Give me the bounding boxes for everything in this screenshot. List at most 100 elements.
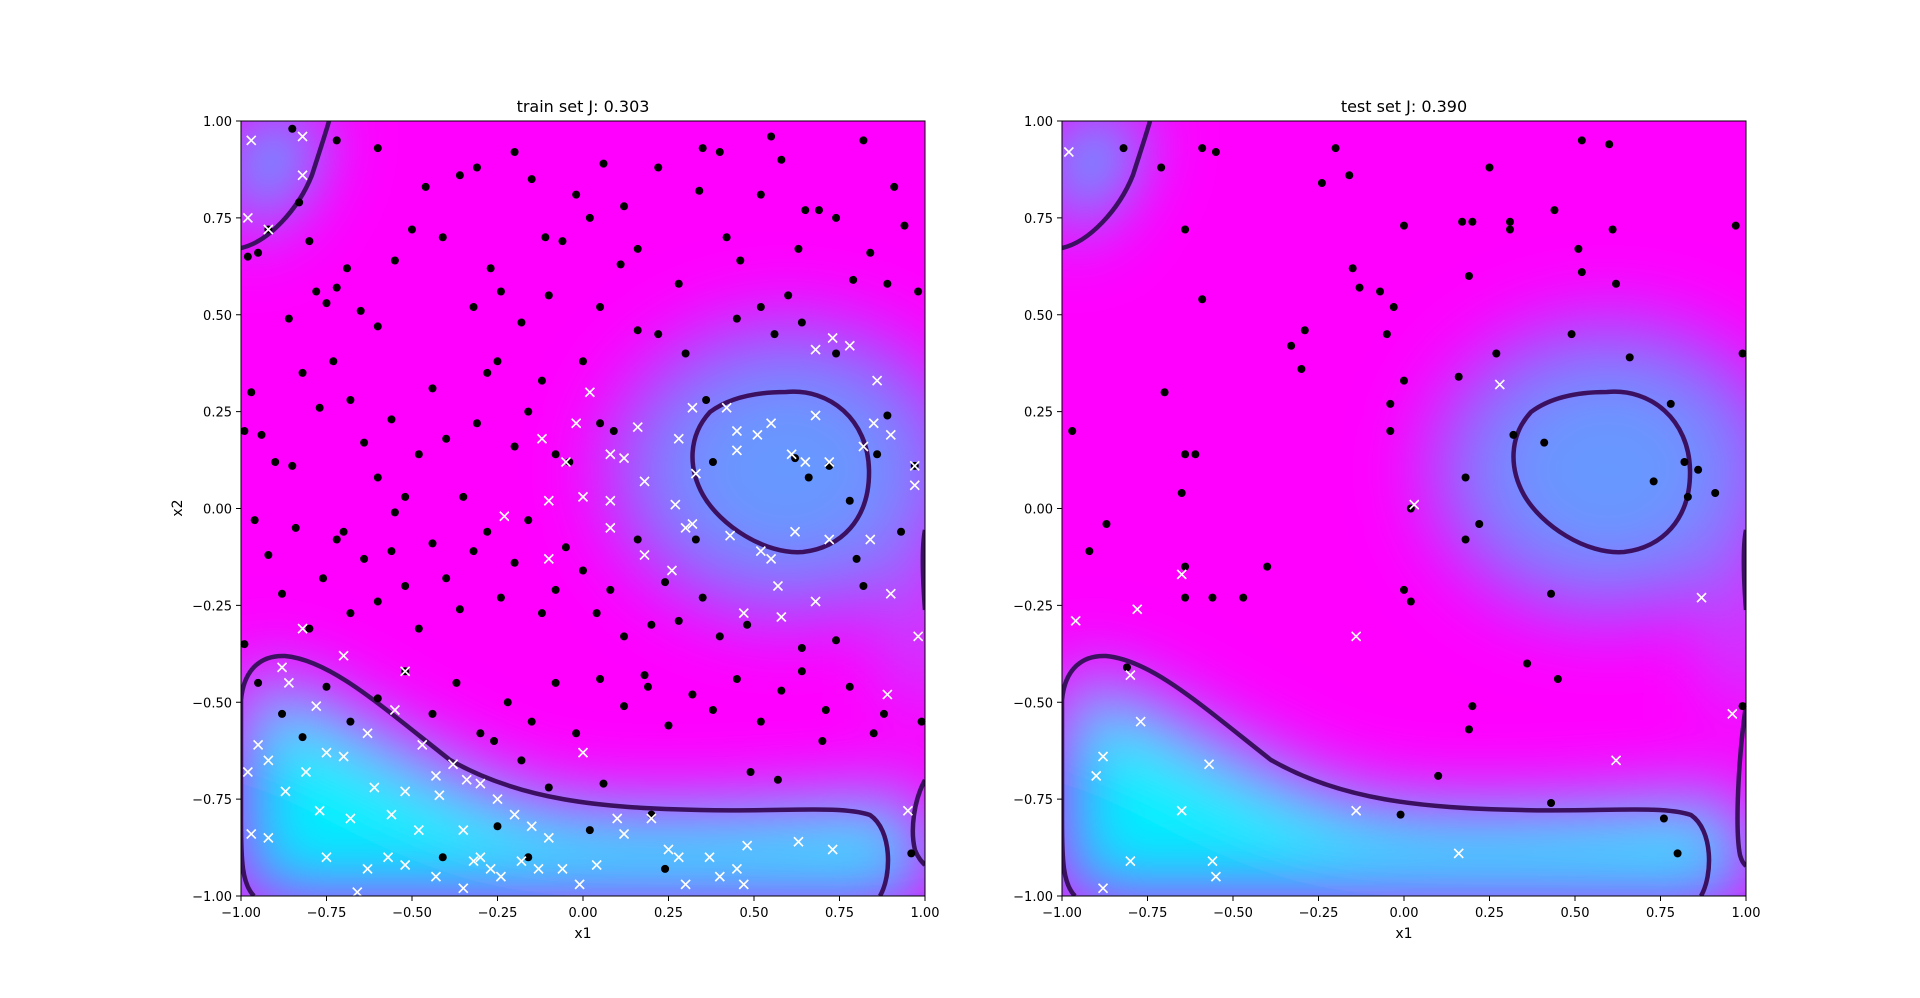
data-point-dot xyxy=(298,733,307,742)
data-point-dot xyxy=(291,523,300,532)
data-point-dot xyxy=(585,826,594,835)
data-point-x xyxy=(413,825,424,836)
data-point-x xyxy=(909,460,920,471)
data-point-x xyxy=(605,495,616,506)
chart-title: train set J: 0.303 xyxy=(517,97,650,116)
data-point-dot xyxy=(322,682,331,691)
data-point-x xyxy=(776,611,787,623)
data-point-x xyxy=(605,522,616,533)
chart-title: test set J: 0.390 xyxy=(1341,97,1467,116)
data-point-dot xyxy=(1738,702,1747,711)
data-point-dot xyxy=(288,461,297,470)
data-point-x xyxy=(766,553,777,564)
data-point-x xyxy=(533,863,544,874)
y-tick-label: 0.00 xyxy=(1024,503,1053,518)
data-point-dot xyxy=(801,206,810,215)
data-point-x xyxy=(731,445,742,456)
data-point-dot xyxy=(698,144,707,153)
data-point-dot xyxy=(1181,225,1190,234)
data-point-x xyxy=(810,344,821,355)
data-point-x xyxy=(386,809,397,820)
data-point-dot xyxy=(527,717,536,726)
data-point-dot xyxy=(1461,473,1470,482)
data-point-dot xyxy=(647,620,656,629)
data-point-dot xyxy=(243,252,252,261)
data-point-x xyxy=(263,224,274,235)
y-tick-label: −1.00 xyxy=(192,890,232,905)
data-point-x xyxy=(1135,716,1146,727)
data-point-x xyxy=(382,852,394,863)
data-point-dot xyxy=(849,275,858,284)
data-point-x xyxy=(772,580,784,592)
data-point-dot xyxy=(890,182,899,191)
data-point-x xyxy=(687,402,698,413)
data-point-dot xyxy=(360,554,369,563)
data-point-x xyxy=(632,422,643,433)
data-point-dot xyxy=(408,225,416,234)
data-point-dot xyxy=(1348,264,1357,273)
data-point-x xyxy=(311,701,322,712)
data-point-dot xyxy=(373,322,382,331)
data-point-dot xyxy=(814,206,823,215)
data-point-dot xyxy=(551,585,560,594)
data-point-dot xyxy=(797,644,806,652)
data-point-dot xyxy=(1547,799,1556,807)
data-point-dot xyxy=(360,438,369,447)
data-point-x xyxy=(1176,805,1187,816)
data-point-dot xyxy=(401,492,410,501)
y-tick-label: −0.25 xyxy=(1013,599,1053,614)
y-tick-label: 1.00 xyxy=(1024,115,1053,130)
data-point-dot xyxy=(373,144,382,153)
data-point-x xyxy=(1203,759,1215,770)
data-point-dot xyxy=(524,853,533,862)
data-point-dot xyxy=(732,314,741,323)
data-point-dot xyxy=(315,403,324,412)
data-point-x xyxy=(1176,569,1187,580)
data-point-x xyxy=(458,883,469,894)
data-point-x xyxy=(690,468,701,479)
data-point-x xyxy=(461,774,472,785)
test-panel: −1.00 −0.75 −0.50 −0.25 0.00 0.25 0.50 0.75 1.00… xyxy=(1013,97,1760,942)
data-point-x xyxy=(314,805,325,816)
data-point-dot xyxy=(756,717,765,726)
decision-boundary-contours xyxy=(1062,121,1746,896)
decision-heatmap xyxy=(241,121,925,896)
y-axis-ticks: −1.00 −0.75 −0.50 −0.25 0.00 0.25 0.50 0.75 1.00 xyxy=(1013,115,1062,905)
data-point-dot xyxy=(1297,365,1306,373)
data-point-dot xyxy=(250,516,259,525)
data-point-dot xyxy=(257,430,266,439)
data-point-x xyxy=(389,704,400,716)
data-point-dot xyxy=(1208,593,1217,602)
data-point-x xyxy=(670,499,681,510)
x-tick-label: −1.00 xyxy=(1042,906,1082,921)
data-point-dot xyxy=(643,682,652,691)
data-point-dot xyxy=(907,849,916,858)
data-point-dot xyxy=(1396,810,1405,819)
data-point-x xyxy=(362,728,373,739)
data-point-x xyxy=(447,759,459,770)
data-point-dot xyxy=(579,357,587,366)
data-point-dot xyxy=(1454,372,1463,381)
data-point-dot xyxy=(1317,179,1326,187)
data-point-dot xyxy=(1382,330,1391,339)
data-point-dot xyxy=(1122,663,1131,672)
data-point-x xyxy=(509,809,520,820)
data-point-x xyxy=(1097,883,1109,894)
data-point-dot xyxy=(541,233,550,242)
data-point-x xyxy=(858,441,869,452)
data-point-dot xyxy=(1355,283,1364,292)
data-point-dot xyxy=(537,376,546,385)
data-point-x xyxy=(1091,770,1102,781)
data-point-dot xyxy=(1263,562,1272,571)
data-point-dot xyxy=(332,136,341,145)
y-tick-label: −0.50 xyxy=(1013,696,1053,711)
data-point-dot xyxy=(599,779,608,788)
data-point-dot xyxy=(572,190,581,199)
data-point-x xyxy=(516,856,527,867)
data-point-dot xyxy=(510,442,519,451)
data-point-dot xyxy=(551,678,560,687)
x-tick-label: 1.00 xyxy=(911,906,940,921)
train-points xyxy=(240,124,926,898)
data-point-dot xyxy=(797,667,806,676)
data-point-dot xyxy=(558,237,567,246)
